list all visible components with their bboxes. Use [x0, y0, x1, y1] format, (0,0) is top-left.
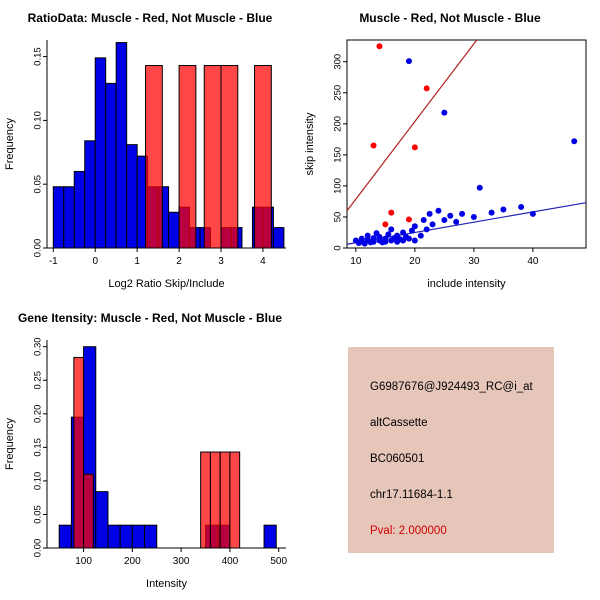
svg-text:20: 20	[409, 256, 421, 267]
svg-text:150: 150	[333, 147, 344, 163]
svg-text:500: 500	[270, 556, 287, 567]
info-line: altCassette	[370, 417, 428, 429]
svg-text:10: 10	[350, 256, 362, 267]
gene-intensity-histogram-title: Gene Itensity: Muscle - Red, Not Muscle …	[17, 311, 283, 325]
svg-text:400: 400	[222, 556, 239, 567]
svg-text:300: 300	[333, 54, 344, 70]
svg-text:0: 0	[92, 256, 98, 267]
svg-text:3: 3	[218, 256, 224, 267]
info-line: G6987676@J924493_RC@i_at	[370, 381, 533, 393]
ratio-histogram-plot: -1 0 1 2 3 4 0.00 0.05 0.10 0.15 Log2 Ratio Skip/I…	[4, 40, 286, 290]
panel-gene-info: G6987676@J924493_RC@i_at altCassette BC0…	[300, 300, 600, 600]
svg-text:0.05: 0.05	[33, 505, 44, 524]
svg-text:200: 200	[124, 556, 141, 567]
panel-intensity-scatter: 10 20 30 40 0 50 100 150 200 250 300 include intens…	[300, 0, 600, 300]
svg-text:0: 0	[333, 245, 344, 250]
gene-info-box: G6987676@J924493_RC@i_at altCassette BC0…	[348, 347, 554, 553]
svg-text:0.10: 0.10	[33, 111, 44, 130]
svg-text:0.00: 0.00	[33, 239, 44, 258]
svg-text:0.10: 0.10	[33, 472, 44, 491]
svg-text:250: 250	[333, 85, 344, 101]
info-line: chr17.11684-1.1	[370, 489, 453, 501]
gene-intensity-histogram-plot: 100 200 300 400 500 0.00 0.05 0.10 0.15 0.20 0.25 0…	[4, 337, 287, 590]
svg-text:100: 100	[75, 556, 92, 567]
svg-text:0.15: 0.15	[33, 438, 44, 457]
svg-text:Frequency: Frequency	[4, 418, 16, 470]
svg-text:0.05: 0.05	[33, 175, 44, 194]
svg-text:50: 50	[333, 212, 344, 223]
svg-text:200: 200	[333, 116, 344, 132]
svg-text:30: 30	[468, 256, 480, 267]
svg-text:4: 4	[260, 256, 266, 267]
svg-text:0.15: 0.15	[33, 47, 44, 66]
svg-text:include intensity: include intensity	[427, 278, 506, 290]
intensity-scatter-plot: 10 20 30 40 0 50 100 150 200 250 300 include intens…	[304, 39, 587, 290]
svg-text:40: 40	[527, 256, 539, 267]
svg-text:0.00: 0.00	[33, 539, 44, 558]
svg-text:100: 100	[333, 178, 344, 194]
svg-text:0.30: 0.30	[33, 337, 44, 356]
svg-text:0.20: 0.20	[33, 405, 44, 424]
panel-gene-intensity-histogram: 100 200 300 400 500 0.00 0.05 0.10 0.15 0.20 0.25 0…	[0, 300, 300, 600]
svg-text:300: 300	[173, 556, 190, 567]
svg-text:Frequency: Frequency	[4, 118, 16, 170]
svg-text:1: 1	[134, 256, 140, 267]
panel-ratio-histogram: -1 0 1 2 3 4 0.00 0.05 0.10 0.15 Log2 Ratio Skip/I…	[0, 0, 300, 300]
svg-text:Intensity: Intensity	[146, 578, 187, 590]
info-line: BC060501	[370, 453, 425, 465]
intensity-scatter-title: Muscle - Red, Not Muscle - Blue	[359, 11, 541, 25]
svg-text:skip intensity: skip intensity	[304, 112, 316, 175]
info-line: Pval: 2.000000	[370, 525, 447, 537]
svg-text:-1: -1	[49, 256, 58, 267]
ratio-histogram-title: RatioData: Muscle - Red, Not Muscle - Bl…	[27, 11, 273, 25]
svg-text:0.25: 0.25	[33, 371, 44, 390]
svg-text:Log2 Ratio Skip/Include: Log2 Ratio Skip/Include	[108, 278, 224, 290]
svg-text:2: 2	[176, 256, 182, 267]
